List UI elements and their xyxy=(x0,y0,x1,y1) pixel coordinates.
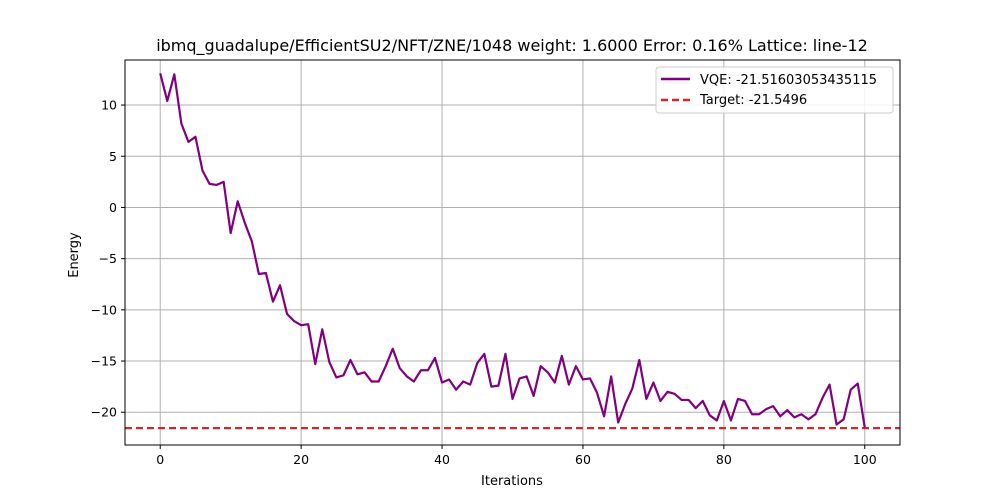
x-axis-label: Iterations xyxy=(481,474,543,489)
y-tick-label: 0 xyxy=(109,200,117,215)
x-tick-label: 80 xyxy=(716,452,732,467)
vqe-series-line xyxy=(159,73,866,428)
grid xyxy=(125,60,900,445)
chart-title: ibmq_guadalupe/EfficientSU2/NFT/ZNE/1048… xyxy=(156,36,868,56)
legend-box xyxy=(655,66,894,114)
legend: VQE: -21.51603053435115 Target: -21.5496 xyxy=(655,66,894,114)
plot-frame xyxy=(124,59,901,446)
legend-label-target: Target: -21.5496 xyxy=(699,93,807,108)
x-axis: 0 20 40 60 80 100 xyxy=(156,445,877,467)
y-tick-label: −5 xyxy=(99,251,117,266)
legend-label-vqe: VQE: -21.51603053435115 xyxy=(700,73,877,88)
y-axis: −20 −15 −10 −5 0 5 10 xyxy=(91,98,125,420)
x-tick-label: 100 xyxy=(853,452,877,467)
x-tick-label: 60 xyxy=(575,452,591,467)
y-tick-label: −10 xyxy=(91,302,117,317)
y-tick-label: 5 xyxy=(109,149,117,164)
series-group xyxy=(159,73,866,428)
x-tick-label: 0 xyxy=(156,452,164,467)
y-tick-label: −15 xyxy=(91,354,117,369)
y-tick-label: 10 xyxy=(101,98,117,113)
y-axis-label: Energy xyxy=(67,232,82,278)
x-tick-label: 20 xyxy=(293,452,309,467)
y-tick-label: −20 xyxy=(91,405,117,420)
x-tick-label: 40 xyxy=(434,452,450,467)
